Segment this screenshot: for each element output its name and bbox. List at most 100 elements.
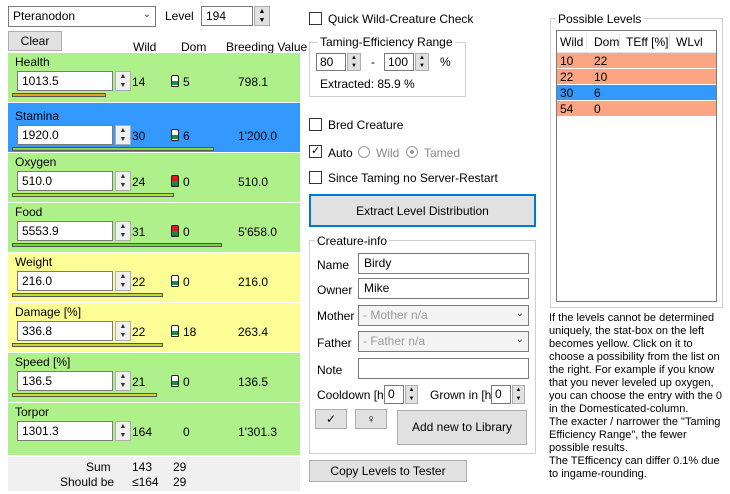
stat-wild-level: 31 [132, 225, 146, 239]
level-spinner[interactable]: ▲ ▼ [254, 6, 270, 26]
stat-wild-level: 21 [132, 375, 146, 389]
help-line: to ingame-rounding. [549, 468, 647, 480]
grown-input[interactable]: 0 [491, 385, 511, 404]
stat-wild-level: 30 [132, 129, 146, 143]
stat-value-input[interactable]: 1013.5 [17, 71, 113, 91]
father-select[interactable]: - Father n/a ⌄ [358, 331, 529, 352]
owner-input[interactable]: Mike [358, 278, 529, 299]
lock-icon[interactable] [171, 175, 179, 187]
species-select[interactable]: Pteranodon ⌄ [8, 6, 156, 27]
cooldown-value: 0 [388, 387, 395, 401]
stat-name: Food [15, 205, 43, 219]
grown-spinner[interactable]: ▲ ▼ [512, 385, 525, 404]
col-dom[interactable]: Dom [594, 35, 620, 49]
lock-band-icon [172, 81, 178, 85]
sum-area [8, 457, 300, 491]
stat-value-input[interactable]: 5553.9 [17, 221, 113, 241]
stat-value-input[interactable]: 1301.3 [17, 421, 113, 441]
lock-band-icon [172, 331, 178, 335]
stat-health[interactable]: Health 1013.5 ▲ ▼ 14 5 798.1 [8, 53, 300, 102]
note-input[interactable] [358, 358, 529, 379]
level-option-wild: 30 [560, 86, 574, 100]
lock-icon[interactable] [171, 325, 179, 337]
stat-oxygen[interactable]: Oxygen 510.0 ▲ ▼ 24 0 510.0 [8, 153, 300, 202]
te-percent: % [440, 55, 451, 69]
add-to-library-button[interactable]: Add new to Library [397, 410, 527, 445]
lock-icon[interactable] [171, 75, 179, 87]
stat-value-input[interactable]: 510.0 [17, 171, 113, 191]
stat-spinner[interactable]: ▲ ▼ [115, 371, 131, 391]
stat-torpor[interactable]: Torpor 1301.3 ▲ ▼ 164 0 1'301.3 [8, 403, 300, 455]
stat-value-input[interactable]: 336.8 [17, 321, 113, 341]
creature-info-group [309, 240, 536, 454]
bred-creature-checkbox[interactable] [309, 118, 322, 131]
help-line: in the Domesticated-column. [549, 403, 689, 415]
te-min-spinner[interactable]: ▲ ▼ [347, 53, 361, 71]
stat-spinner[interactable]: ▲ ▼ [115, 71, 131, 91]
stat-spinner[interactable]: ▲ ▼ [115, 421, 131, 441]
stat-dom-level: 0 [183, 275, 190, 289]
stat-wild-level: 164 [132, 425, 153, 439]
stat-name: Weight [15, 255, 53, 269]
auto-checkbox[interactable]: ✓ [309, 145, 322, 158]
should-be-label: Should be [60, 475, 115, 489]
level-option-row[interactable]: 22 10 [557, 69, 716, 84]
header-dom: Dom [181, 40, 207, 54]
header-breeding: Breeding Value [226, 40, 308, 54]
stat-value-input[interactable]: 1920.0 [17, 125, 113, 145]
lock-icon[interactable] [171, 275, 179, 287]
stat-spinner[interactable]: ▲ ▼ [115, 125, 131, 145]
stat-value-input[interactable]: 136.5 [17, 371, 113, 391]
copy-levels-button[interactable]: Copy Levels to Tester [309, 460, 467, 482]
stat-food[interactable]: Food 5553.9 ▲ ▼ 31 0 5'658.0 [8, 203, 300, 252]
lock-icon[interactable] [171, 129, 179, 141]
stat-breeding-value: 1'200.0 [238, 129, 277, 143]
stat-damage[interactable]: Damage [%] 336.8 ▲ ▼ 22 18 263.4 [8, 303, 300, 352]
stat-speed[interactable]: Speed [%] 136.5 ▲ ▼ 21 0 136.5 [8, 353, 300, 402]
stat-level-bar [12, 147, 214, 151]
stat-breeding-value: 216.0 [238, 275, 269, 289]
stat-name: Damage [%] [15, 305, 82, 319]
col-wild[interactable]: Wild [560, 35, 584, 49]
level-option-row[interactable]: 54 0 [557, 101, 716, 116]
stat-spinner[interactable]: ▲ ▼ [115, 271, 131, 291]
extract-button[interactable]: Extract Level Distribution [309, 194, 536, 227]
since-taming-checkbox[interactable] [309, 171, 322, 184]
lock-icon[interactable] [171, 225, 179, 237]
col-wlvl[interactable]: WLvl [676, 35, 703, 49]
col-teff[interactable]: TEff [%] [626, 35, 669, 49]
level-input[interactable]: 194 [201, 6, 253, 26]
name-input[interactable]: Birdy [358, 253, 529, 274]
level-option-row[interactable]: 30 6 [557, 85, 716, 100]
level-option-row[interactable]: 10 22 [557, 53, 716, 68]
sex-toggle-button[interactable]: ♀ [355, 409, 387, 429]
stat-breeding-value: 136.5 [238, 375, 269, 389]
stat-spinner[interactable]: ▲ ▼ [115, 321, 131, 341]
stat-weight[interactable]: Weight 216.0 ▲ ▼ 22 0 216.0 [8, 253, 300, 302]
cooldown-spinner[interactable]: ▲ ▼ [405, 385, 418, 404]
stat-stamina[interactable]: Stamina 1920.0 ▲ ▼ 30 6 1'200.0 [8, 103, 300, 152]
grown-value: 0 [495, 387, 502, 401]
te-max-input[interactable]: 100 [384, 53, 414, 71]
sum-dom: 29 [173, 460, 187, 474]
stat-value-input[interactable]: 216.0 [17, 271, 113, 291]
since-taming-label: Since Taming no Server-Restart [328, 171, 498, 185]
level-option-wild: 10 [560, 54, 574, 68]
cooldown-input[interactable]: 0 [384, 385, 404, 404]
mother-select[interactable]: - Mother n/a ⌄ [358, 305, 529, 326]
lock-icon[interactable] [171, 375, 179, 387]
stat-dom-level: 6 [183, 129, 190, 143]
quick-check-checkbox[interactable] [309, 12, 322, 25]
stat-spinner[interactable]: ▲ ▼ [115, 171, 131, 191]
tamed-radio[interactable] [406, 146, 418, 158]
stat-spinner[interactable]: ▲ ▼ [115, 221, 131, 241]
te-max-spinner[interactable]: ▲ ▼ [415, 53, 429, 71]
neutered-toggle-button[interactable]: ✓ [315, 409, 347, 429]
te-min-input[interactable]: 80 [316, 53, 346, 71]
stat-wild-level: 24 [132, 175, 146, 189]
wild-radio[interactable] [358, 146, 370, 158]
clear-button[interactable]: Clear [8, 31, 62, 51]
te-min-value: 80 [320, 55, 334, 69]
stat-name: Stamina [15, 109, 60, 123]
stat-value: 510.0 [22, 174, 53, 188]
